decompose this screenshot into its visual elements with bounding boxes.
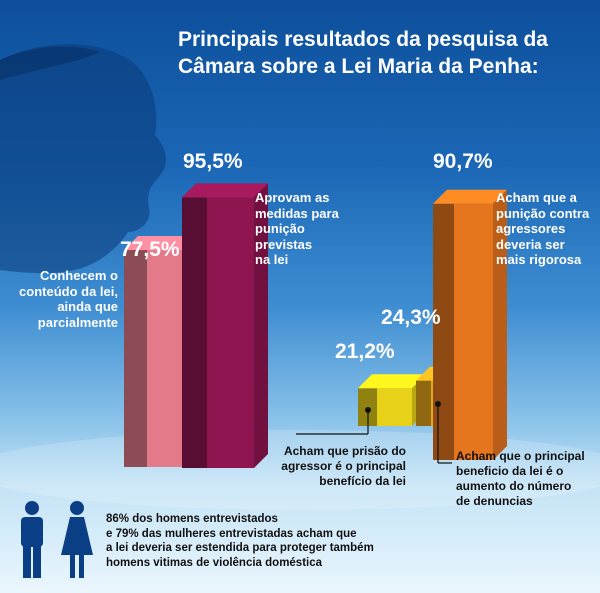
bar-aprovam-top	[182, 183, 268, 198]
bar-prisao-top	[358, 374, 426, 389]
data-label-prisao: 21,2%	[335, 340, 395, 363]
man-icon	[21, 501, 43, 578]
data-label-conhecem: 77,5%	[120, 238, 180, 261]
bar-aprovam	[207, 197, 254, 468]
data-label-rigorosa: 90,7%	[433, 150, 493, 173]
bar-description-conhecem: Conhecem o conteúdo da lei, ainda que parci…	[19, 268, 118, 330]
woman-icon	[61, 501, 93, 578]
bar-prisao	[377, 388, 412, 426]
bar-description-aprovam: Aprovam as medidas para punição previstas na…	[255, 190, 339, 267]
bar-conhecem-side	[124, 250, 147, 467]
bar-description-prisao: Acham que prisão do agressor é o principa…	[281, 444, 406, 488]
bar-conhecem	[147, 250, 190, 467]
bar-denuncias-side	[416, 380, 431, 426]
bar-description-rigorosa: Acham que a punição contra agressores dever…	[496, 190, 590, 267]
data-label-aprovam: 95,5%	[183, 150, 243, 173]
bar-rigorosa-top	[433, 189, 507, 204]
footer-note: 86% dos homens entrevistados e 79% das mu…	[106, 513, 374, 569]
data-label-denuncias: 24,3%	[381, 306, 441, 329]
bar-rigorosa-side	[433, 203, 454, 461]
bar-aprovam-depth	[254, 183, 268, 468]
bar-aprovam-side	[182, 197, 207, 468]
chart-title: Principais resultados da pesquisa da Câm…	[178, 28, 548, 78]
woman-profile-silhouette	[0, 44, 166, 274]
bar-rigorosa-depth	[493, 189, 507, 461]
bar-rigorosa	[454, 203, 493, 461]
bar-description-denuncias: Acham que o principal beneficio da lei é …	[456, 449, 585, 508]
